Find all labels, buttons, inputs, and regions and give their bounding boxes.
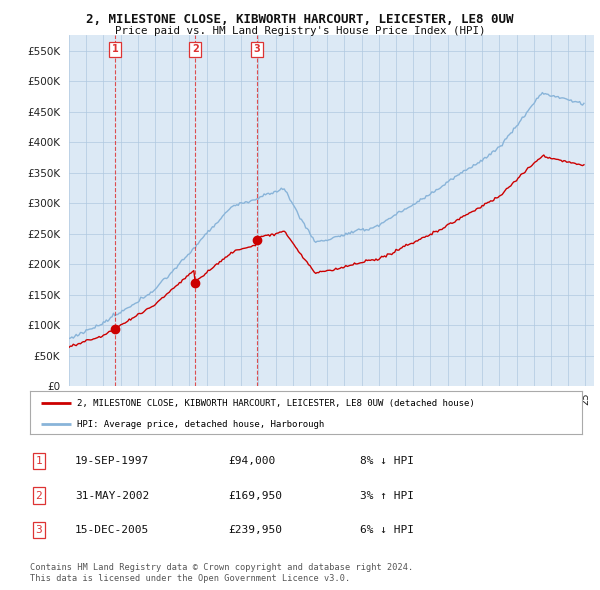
Text: 3: 3 xyxy=(35,525,43,535)
Text: 3% ↑ HPI: 3% ↑ HPI xyxy=(360,491,414,500)
Text: 8% ↓ HPI: 8% ↓ HPI xyxy=(360,457,414,466)
Text: Contains HM Land Registry data © Crown copyright and database right 2024.: Contains HM Land Registry data © Crown c… xyxy=(30,563,413,572)
Text: £94,000: £94,000 xyxy=(228,457,275,466)
Text: Price paid vs. HM Land Registry's House Price Index (HPI): Price paid vs. HM Land Registry's House … xyxy=(115,26,485,36)
Text: £169,950: £169,950 xyxy=(228,491,282,500)
Text: 1: 1 xyxy=(35,457,43,466)
Text: 19-SEP-1997: 19-SEP-1997 xyxy=(75,457,149,466)
Text: This data is licensed under the Open Government Licence v3.0.: This data is licensed under the Open Gov… xyxy=(30,574,350,583)
Text: 6% ↓ HPI: 6% ↓ HPI xyxy=(360,525,414,535)
Text: HPI: Average price, detached house, Harborough: HPI: Average price, detached house, Harb… xyxy=(77,420,324,429)
Text: 2: 2 xyxy=(192,44,199,54)
Text: 2: 2 xyxy=(35,491,43,500)
Text: 2, MILESTONE CLOSE, KIBWORTH HARCOURT, LEICESTER, LE8 0UW (detached house): 2, MILESTONE CLOSE, KIBWORTH HARCOURT, L… xyxy=(77,399,475,408)
Text: £239,950: £239,950 xyxy=(228,525,282,535)
Text: 2, MILESTONE CLOSE, KIBWORTH HARCOURT, LEICESTER, LE8 0UW: 2, MILESTONE CLOSE, KIBWORTH HARCOURT, L… xyxy=(86,13,514,26)
Text: 15-DEC-2005: 15-DEC-2005 xyxy=(75,525,149,535)
Text: 3: 3 xyxy=(254,44,260,54)
Text: 31-MAY-2002: 31-MAY-2002 xyxy=(75,491,149,500)
Text: 1: 1 xyxy=(112,44,118,54)
